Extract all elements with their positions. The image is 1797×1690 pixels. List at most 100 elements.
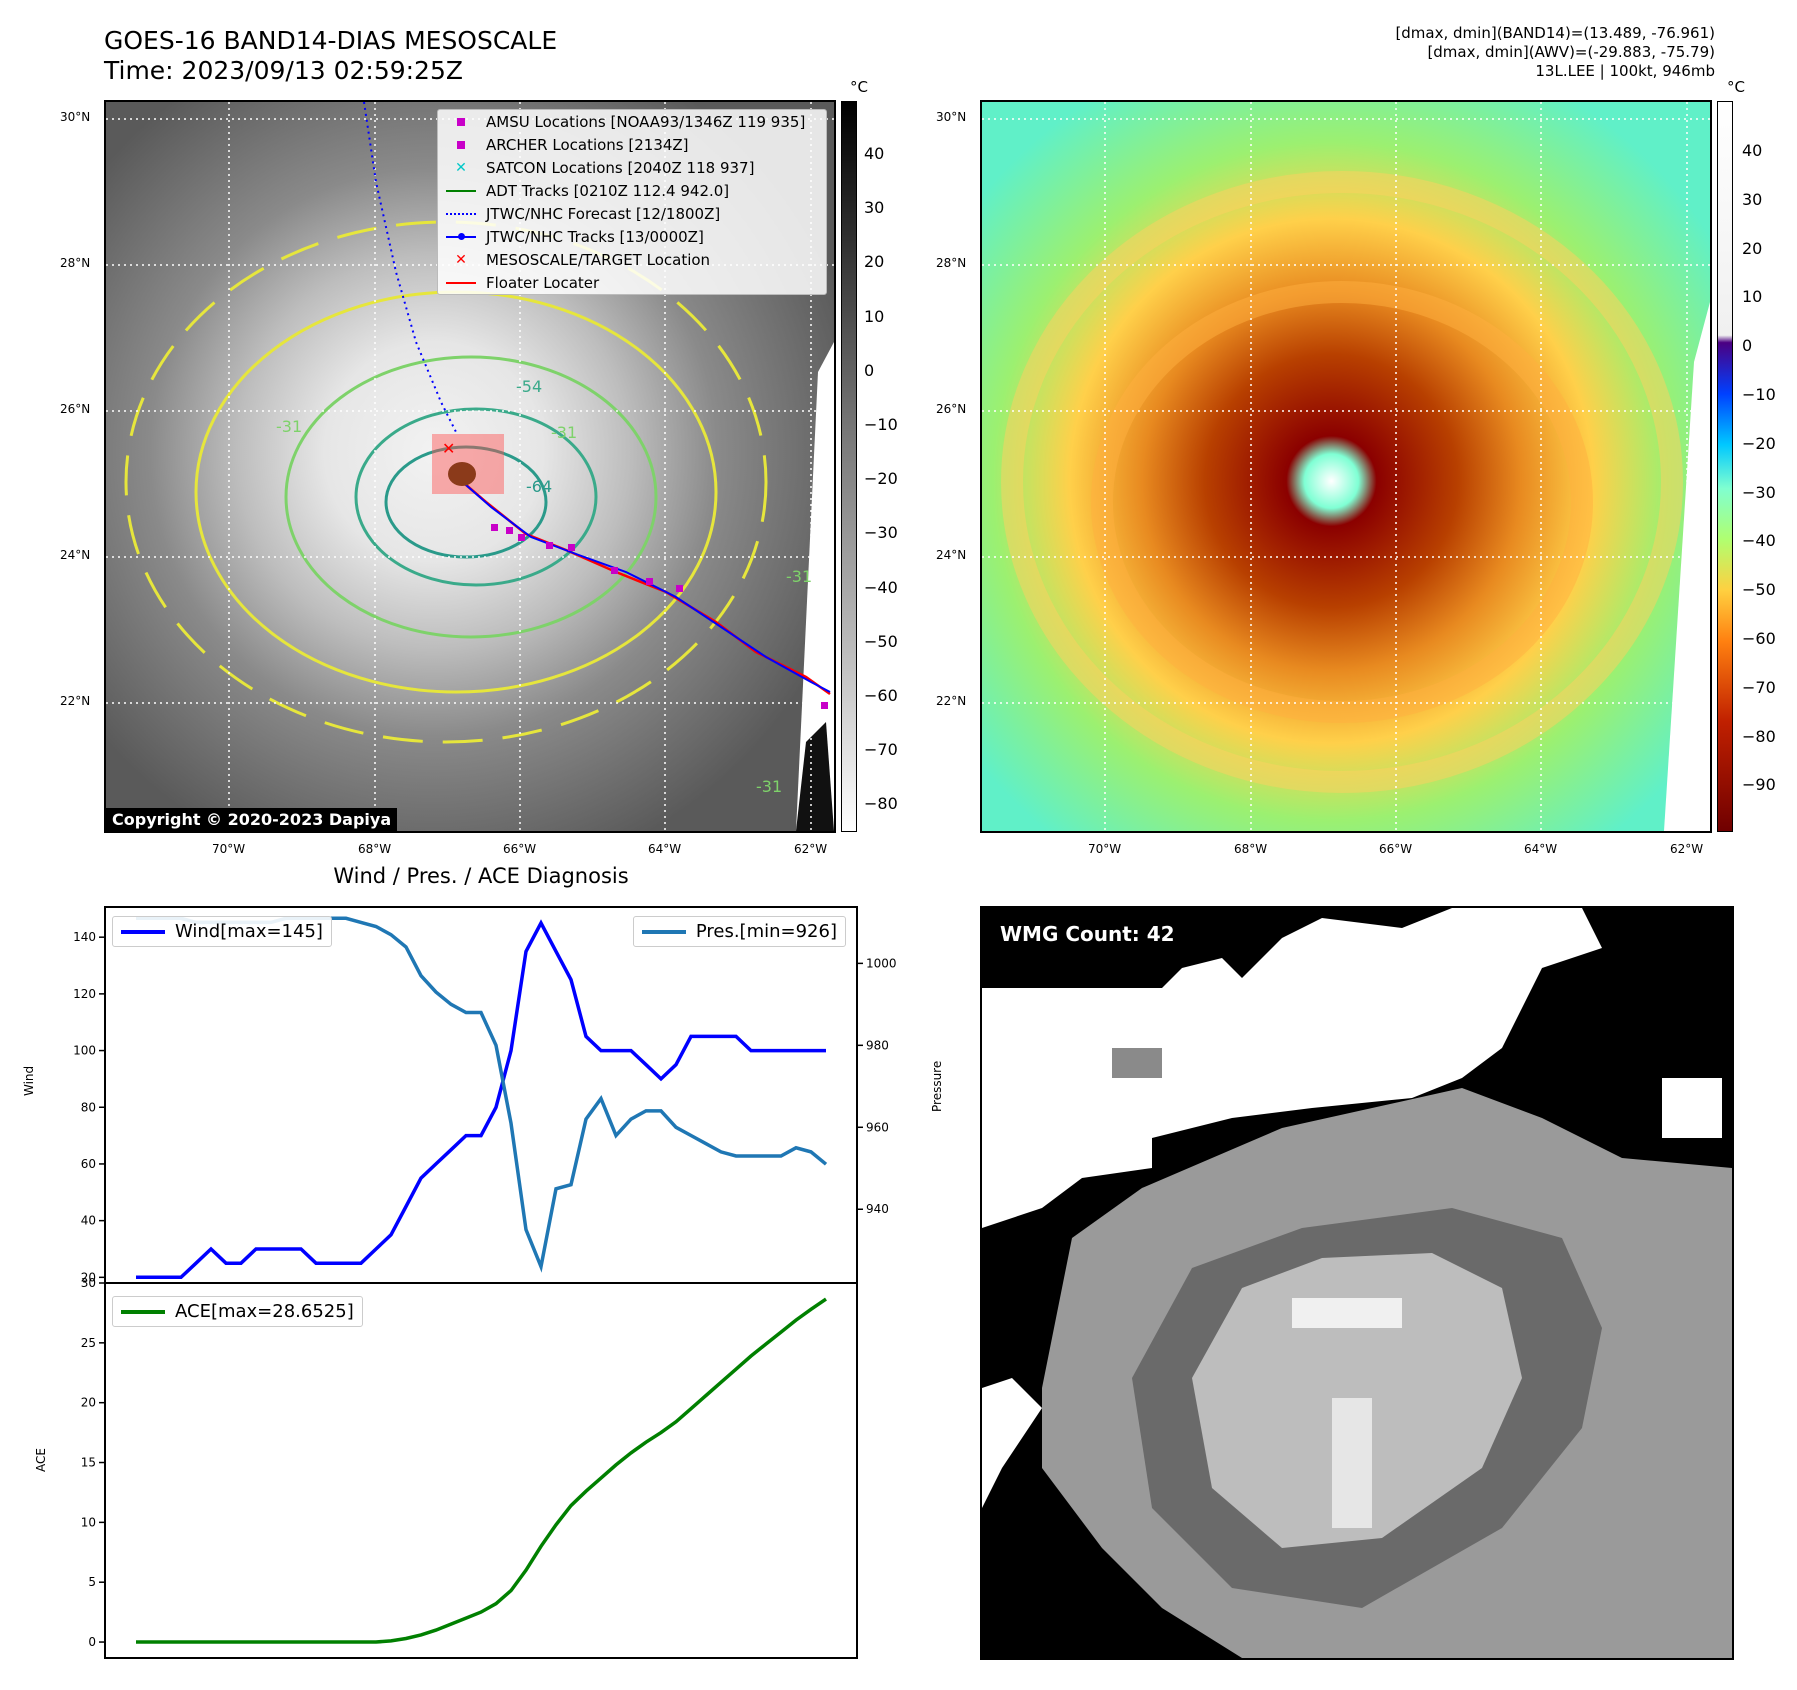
ir-colorbar-tick: −20 [864, 469, 898, 489]
lat-label-22n: 22°N [936, 694, 967, 708]
legend-label: ADT Tracks [0210Z 112.4 942.0] [486, 181, 730, 200]
wv-colorbar-tick: −60 [1742, 629, 1776, 648]
copyright-label: Copyright © 2020-2023 Dapiya [106, 808, 398, 831]
pres-legend-swatch [641, 929, 686, 934]
legend-item: JTWC/NHC Forecast [12/1800Z] [438, 202, 826, 225]
pressure-axis-tick: 980 [866, 1038, 889, 1052]
contour-label: -31 [276, 417, 302, 436]
wv-colorbar-tick: −90 [1742, 775, 1776, 795]
legend-label: MESOSCALE/TARGET Location [486, 250, 711, 269]
ace-axis-tick: 10 [81, 1515, 96, 1529]
lon-label-68w: 68°W [1234, 842, 1268, 856]
wv-colorbar-tick: −70 [1742, 677, 1776, 697]
lon-label-62w: 62°W [794, 842, 828, 856]
ir-image-panel: ✕ -31 -54 -64 -31 -31 -31 AMSU Locations… [104, 100, 836, 833]
legend-symbol [444, 117, 478, 126]
lon-label-70w: 70°W [1088, 842, 1122, 856]
ace-legend: ACE[max=28.6525] [112, 1296, 363, 1327]
ace-axis-tick: 20 [81, 1396, 96, 1410]
wv-colorbar-tick: −50 [1742, 580, 1776, 600]
svg-text:✕: ✕ [442, 439, 455, 458]
ace-legend-label: ACE[max=28.6525] [175, 1301, 354, 1322]
ace-axis-tick: 30 [81, 1276, 96, 1290]
wind-axis-tick: 80 [81, 1100, 96, 1114]
ir-colorbar-tick: −60 [864, 686, 898, 705]
ir-colorbar-tick: 10 [864, 306, 885, 326]
lat-label-30n: 30°N [936, 110, 967, 124]
lat-label-28n: 28°N [936, 256, 967, 270]
legend-symbol [444, 233, 478, 240]
wv-colorbar [1717, 101, 1733, 832]
legend-label: JTWC/NHC Tracks [13/0000Z] [486, 227, 704, 246]
ace-axis-tick: 5 [88, 1575, 96, 1589]
wv-colorbar-unit: °C [1727, 78, 1745, 96]
legend-item: ✕ SATCON Locations [2040Z 118 937] [438, 156, 826, 179]
wind-pres-axes-frame [104, 906, 858, 1284]
diagnosis-chart: 1401201008060402010009809609403025201510… [73, 906, 897, 1659]
wind-legend: Wind[max=145] [112, 916, 332, 947]
wv-colorbar-tick: −20 [1742, 433, 1776, 453]
wv-colorbar-tick: −30 [1742, 482, 1776, 502]
chart-time: Time: 2023/09/13 02:59:25Z [104, 56, 463, 85]
lat-label-26n: 26°N [60, 402, 91, 416]
wind-axis-tick: 20 [81, 1270, 96, 1284]
lon-label-64w: 64°W [648, 842, 682, 856]
pressure-series-line [136, 916, 828, 1273]
diagnosis-title: Wind / Pres. / ACE Diagnosis [333, 864, 629, 888]
wind-axis-tick: 120 [73, 987, 96, 1001]
wind-series-line [136, 919, 826, 1280]
wv-image-panel [980, 100, 1712, 833]
contour-label: -31 [756, 777, 782, 796]
pres-legend-label: Pres.[min=926] [695, 921, 837, 942]
ir-legend: AMSU Locations [NOAA93/1346Z 119 935] ARC… [437, 109, 827, 295]
ace-axis-tick: 15 [81, 1456, 96, 1470]
lat-label-22n: 22°N [60, 694, 91, 708]
info-awv-range: [dmax, dmin](AWV)=(-29.883, -75.79) [1427, 43, 1715, 61]
wmg-count-label: WMG Count: 42 [1000, 922, 1175, 946]
wmg-image [982, 908, 1732, 1658]
legend-item: ARCHER Locations [2134Z] [438, 133, 826, 156]
legend-item: ✕ MESOSCALE/TARGET Location [438, 248, 826, 271]
ir-colorbar-unit: °C [850, 78, 868, 96]
ace-axis-tick: 25 [81, 1336, 96, 1350]
lat-label-24n: 24°N [60, 548, 91, 562]
legend-item: AMSU Locations [NOAA93/1346Z 119 935] [438, 110, 826, 133]
wv-colorbar-tick: 30 [1742, 189, 1763, 209]
wv-colorbar-tick: 0 [1742, 336, 1753, 356]
lon-label-66w: 66°W [503, 842, 537, 856]
contour-label: -31 [786, 567, 812, 586]
legend-label: ARCHER Locations [2134Z] [486, 135, 689, 154]
ir-colorbar-tick: −40 [864, 577, 898, 597]
ir-colorbar-tick: 30 [864, 198, 885, 218]
legend-symbol [444, 281, 478, 284]
ace-axis-label: ACE [34, 1448, 48, 1472]
legend-symbol [444, 189, 478, 192]
lon-label-70w: 70°W [212, 842, 246, 856]
wv-colorbar-tick: −10 [1742, 385, 1776, 404]
lon-label-66w: 66°W [1379, 842, 1413, 856]
wind-legend-label: Wind[max=145] [175, 921, 323, 942]
lon-label-62w: 62°W [1670, 842, 1704, 856]
legend-item: ADT Tracks [0210Z 112.4 942.0] [438, 179, 826, 202]
legend-label: AMSU Locations [NOAA93/1346Z 119 935] [486, 112, 806, 131]
pres-legend: Pres.[min=926] [632, 916, 846, 947]
contour-label: -54 [516, 377, 542, 396]
wind-axis-tick: 40 [81, 1214, 96, 1228]
lon-label-68w: 68°W [358, 842, 392, 856]
lat-label-24n: 24°N [936, 548, 967, 562]
ir-colorbar-tick: −30 [864, 523, 898, 543]
wind-legend-swatch [121, 929, 165, 934]
legend-item: Floater Locater [438, 271, 826, 294]
wind-axis-tick: 140 [73, 930, 96, 944]
ir-colorbar-tick: −10 [864, 415, 898, 434]
wv-colorbar-tick: 40 [1742, 141, 1763, 160]
ace-legend-swatch [121, 1309, 165, 1314]
ir-colorbar-tick: 40 [864, 144, 885, 163]
wind-axis-tick: 100 [73, 1044, 96, 1058]
legend-symbol: ✕ [455, 159, 467, 176]
wind-axis-tick: 60 [81, 1157, 96, 1171]
chart-title: GOES-16 BAND14-DIAS MESOSCALE [104, 26, 558, 55]
wv-map [982, 102, 1710, 831]
info-storm-intensity: 13L.LEE | 100kt, 946mb [1535, 62, 1715, 80]
legend-symbol: ✕ [455, 251, 467, 268]
